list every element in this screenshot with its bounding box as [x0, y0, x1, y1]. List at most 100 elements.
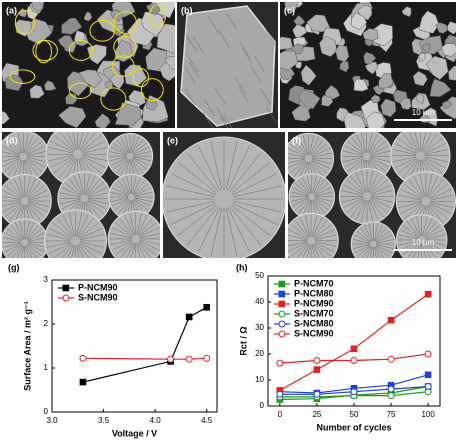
- y-tick-label: 3: [44, 275, 49, 284]
- crack: [367, 170, 374, 193]
- particle: [284, 2, 299, 13]
- particle: [57, 35, 74, 51]
- crack: [137, 215, 148, 236]
- particle: [73, 30, 86, 43]
- particle: [156, 23, 175, 54]
- crack: [375, 227, 387, 242]
- crack: [370, 157, 389, 168]
- crack: [315, 191, 333, 197]
- crack: [46, 234, 72, 241]
- crack: [346, 198, 364, 213]
- crack: [402, 133, 418, 153]
- legend-label: S-NCM70: [294, 308, 334, 318]
- secondary-particle: [396, 214, 448, 258]
- crack: [19, 220, 25, 240]
- crack: [313, 179, 326, 195]
- particle: [362, 28, 379, 41]
- particle: [401, 6, 412, 18]
- crack: [2, 202, 22, 213]
- crack: [369, 199, 384, 218]
- crack: [368, 172, 379, 193]
- legend-label: P-NCM80: [294, 288, 334, 298]
- crack: [231, 204, 271, 236]
- crack: [61, 199, 81, 210]
- crack: [28, 242, 47, 248]
- crack: [117, 180, 130, 195]
- crack: [292, 187, 309, 196]
- y-tick-label: 20: [255, 349, 264, 358]
- crack: [64, 182, 82, 196]
- marker: [185, 355, 193, 363]
- particle: [94, 113, 111, 128]
- crack: [314, 229, 335, 240]
- crack: [427, 175, 439, 198]
- particle: [425, 55, 449, 81]
- crack: [2, 157, 20, 162]
- crack: [292, 197, 309, 207]
- crack: [82, 147, 108, 154]
- particle: [78, 69, 103, 89]
- crack: [363, 224, 373, 242]
- particle: [353, 78, 369, 92]
- crack: [78, 222, 99, 239]
- crack: [87, 199, 108, 210]
- crack: [62, 214, 74, 237]
- panel-label: (c): [284, 5, 295, 15]
- crack: [424, 143, 446, 154]
- crack: [17, 132, 23, 153]
- crack: [416, 216, 422, 237]
- crack: [312, 158, 332, 164]
- crack: [27, 228, 43, 241]
- particle: [339, 61, 349, 73]
- particle: [399, 97, 412, 110]
- crack: [312, 152, 332, 158]
- crack: [170, 173, 216, 196]
- crack: [68, 212, 75, 237]
- marker: [424, 290, 432, 298]
- crack: [78, 243, 98, 258]
- crack: [344, 145, 364, 155]
- crack: [311, 147, 331, 157]
- sem-image: (c) 10 µm: [280, 2, 456, 128]
- crack: [370, 179, 388, 194]
- highlight: [14, 10, 35, 35]
- particle: [300, 64, 317, 86]
- crack: [351, 137, 365, 154]
- crack: [371, 190, 393, 196]
- particle: [418, 10, 440, 34]
- striation: [250, 65, 261, 83]
- crack: [114, 183, 129, 196]
- crack: [59, 192, 81, 198]
- marker: [313, 366, 321, 373]
- crack: [290, 197, 309, 202]
- x-tick-label: 4.0: [150, 416, 162, 425]
- crack: [366, 246, 373, 258]
- crack: [315, 234, 337, 240]
- crack: [288, 241, 308, 247]
- crack: [77, 214, 89, 237]
- striation: [260, 88, 271, 105]
- crack: [342, 157, 363, 163]
- marker: [424, 350, 432, 358]
- crack: [78, 132, 84, 150]
- sem-image: (b): [177, 2, 278, 128]
- crack: [293, 139, 307, 156]
- highlight: [113, 36, 137, 59]
- crack: [28, 195, 50, 201]
- particle: [435, 22, 449, 34]
- legend-label: P-NCM90: [78, 282, 118, 292]
- crack: [110, 232, 132, 239]
- crack: [126, 175, 131, 194]
- crack: [59, 132, 76, 151]
- crack: [424, 157, 446, 169]
- crack: [115, 222, 133, 237]
- striation: [265, 28, 276, 45]
- scale-bar-label: 10 µm: [412, 108, 435, 117]
- marker: [387, 355, 395, 363]
- crack: [26, 244, 38, 258]
- crack: [299, 217, 310, 238]
- crack: [26, 224, 39, 240]
- crack: [7, 137, 21, 154]
- striation: [204, 99, 215, 116]
- crack: [27, 203, 45, 217]
